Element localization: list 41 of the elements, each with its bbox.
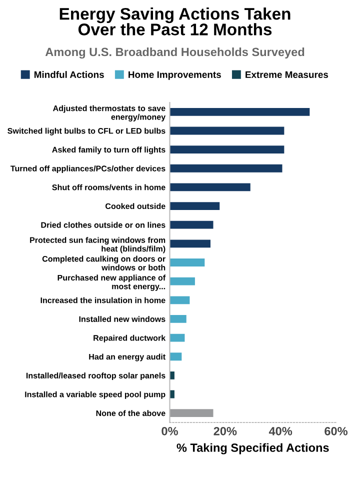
x-tick-label: 0% — [162, 426, 178, 436]
y-tick-label: Increased the insulation in home — [40, 297, 166, 304]
bar — [170, 258, 205, 266]
x-tick-label: 20% — [214, 426, 237, 436]
y-tick-label: Protected sun facing windows from heat (blinds/film) — [30, 236, 166, 254]
chart-title: Energy Saving Actions Taken Over the Past 12 Months — [60, 8, 290, 36]
y-tick-label: Completed caulking on doors or windows or both — [42, 256, 166, 270]
bar — [170, 164, 282, 172]
y-tick-label: Dried clothes outside or on lines — [41, 222, 166, 228]
bar — [170, 409, 214, 418]
y-tick-label: Purchased new appliance of most energy... — [58, 274, 166, 291]
y-tick-label: Installed/leased rooftop solar panels — [26, 372, 166, 380]
y-tick-label: Asked family to turn off lights — [52, 146, 166, 154]
x-tick-label: 60% — [324, 426, 348, 436]
legend-label: Mindful Actions — [34, 71, 104, 78]
y-tick-label: Installed new windows — [79, 316, 166, 322]
y-tick-label: Shut off rooms/vents in home — [52, 184, 166, 190]
x-tick-label: 40% — [268, 426, 292, 436]
legend-label: Home Improvements — [128, 71, 221, 80]
bar — [170, 126, 284, 135]
y-tick-label: Repaired ductwork — [94, 334, 166, 342]
y-tick-label: Cooked outside — [106, 203, 166, 210]
legend-label: Extreme Measures — [246, 71, 328, 78]
chart-subtitle: Among U.S. Broadband Households Surveyed — [45, 48, 304, 59]
bar — [170, 220, 214, 229]
bar — [170, 146, 284, 154]
bar — [170, 296, 190, 304]
bar — [170, 277, 195, 286]
y-tick-label: Turned off appliances/PCs/other devices — [10, 165, 166, 173]
bar — [170, 352, 182, 361]
bar — [170, 240, 210, 248]
bar — [170, 108, 310, 116]
bar — [170, 202, 220, 210]
y-tick-label: None of the above — [96, 410, 166, 416]
bar — [170, 183, 250, 192]
bar — [170, 315, 186, 323]
y-tick-label: Switched light bulbs to CFL or LED bulbs — [8, 128, 166, 136]
y-tick-label: Adjusted thermostats to save energy/money — [52, 105, 166, 122]
y-tick-label: Had an energy audit — [89, 354, 166, 362]
y-tick-label: Installed a variable speed pool pump — [25, 391, 166, 399]
x-axis-title: % Taking Specified Actions — [176, 443, 329, 454]
